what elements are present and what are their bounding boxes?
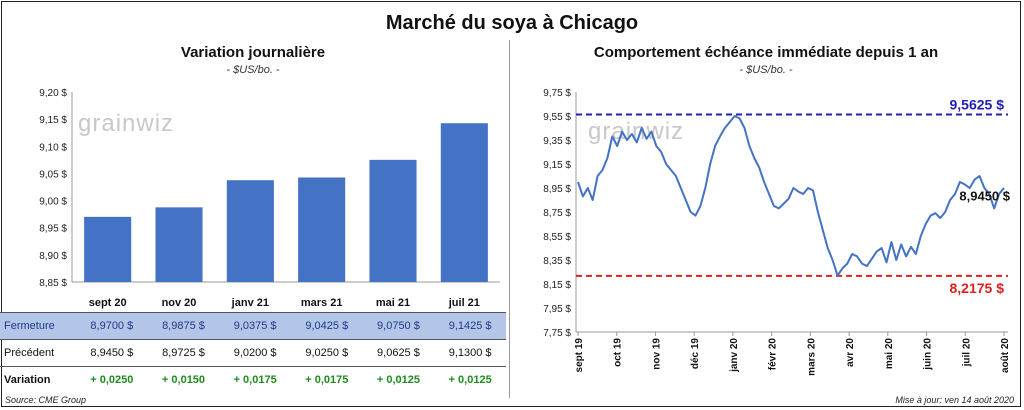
y-tick-label: 8,15 $ <box>543 280 571 291</box>
y-tick-label: 7,75 $ <box>543 328 571 339</box>
low-value-label: 8,2175 $ <box>950 280 1005 296</box>
bar <box>226 180 274 282</box>
y-tick-label: 9,35 $ <box>543 136 571 147</box>
y-tick-label: 9,10 $ <box>39 142 67 153</box>
last-value-label: 8,9450 $ <box>959 189 1010 204</box>
x-tick-label: nov 20 <box>162 297 197 309</box>
left-chart-title: Variation journalière <box>180 44 326 61</box>
table-cell: 9,0425 $ <box>290 312 363 340</box>
x-tick-label: juil 21 <box>448 297 480 309</box>
row-label: Variation <box>4 374 51 386</box>
row-label: Fermeture <box>0 312 76 340</box>
x-tick-label: sept 20 <box>89 297 127 309</box>
x-tick-label: mai 20 <box>884 338 895 370</box>
table-cell: 9,0750 $ <box>362 312 435 340</box>
table-row-variation: Variation + 0,0250 + 0,0150 + 0,0175 + 0… <box>0 367 506 394</box>
x-tick-label: mars 21 <box>301 297 343 309</box>
right-chart-units: - $US/bo. - <box>739 64 793 76</box>
table-cell: + 0,0125 <box>376 374 421 386</box>
left-chart-units: - $US/bo. - <box>226 64 280 76</box>
panel-divider <box>509 40 510 398</box>
table-cell: + 0,0250 <box>90 374 134 386</box>
line-chart: 7,75 $ 7,95 $ 8,15 $ 8,35 $ 8,55 $ 8,75 $ 8,95… <box>543 88 1011 376</box>
update-note: Mise à jour: ven 14 août 2020 <box>895 395 1014 405</box>
table-cell: 9,0375 $ <box>219 312 291 340</box>
y-tick-label: 8,95 $ <box>39 224 67 235</box>
bar <box>155 207 203 282</box>
table-cell: 9,1300 $ <box>434 339 506 367</box>
x-tick-label: août 20 <box>1000 338 1011 373</box>
bar-chart: 8,85 $ 8,90 $ 8,95 $ 9,00 $ 9,05 $ 9,10 $ 9,15… <box>39 88 500 309</box>
y-tick-label: 9,55 $ <box>543 112 571 123</box>
x-tick-label: mai 21 <box>376 297 410 309</box>
source-note: Source: CME Group <box>5 395 87 405</box>
x-tick-label: nov 19 <box>651 338 662 370</box>
y-tick-label: 9,75 $ <box>543 88 571 99</box>
table-cell: 9,0250 $ <box>290 339 363 367</box>
x-tick-label: juin 20 <box>923 338 934 371</box>
table-cell: 8,9875 $ <box>147 312 220 340</box>
y-tick-label: 9,05 $ <box>39 169 67 180</box>
high-value-label: 9,5625 $ <box>950 97 1005 113</box>
contracts-table: Fermeture 8,9700 $ 8,9875 $ 9,0375 $ 9,0… <box>0 312 506 393</box>
y-tick-label: 9,15 $ <box>39 115 67 126</box>
x-tick-label: juil 20 <box>961 338 972 368</box>
x-tick-label: mars 20 <box>806 338 817 376</box>
bar <box>440 123 488 282</box>
bar <box>298 177 346 282</box>
y-tick-label: 8,85 $ <box>39 278 67 289</box>
table-cell: 9,0200 $ <box>219 339 291 367</box>
row-label: Précédent <box>0 339 76 367</box>
table-cell: + 0,0150 <box>161 374 206 386</box>
y-tick-label: 8,75 $ <box>543 208 571 219</box>
y-tick-label: 9,15 $ <box>543 160 571 171</box>
table-cell: 9,0625 $ <box>362 339 435 367</box>
table-cell: 8,9700 $ <box>76 312 148 340</box>
y-tick-label: 8,95 $ <box>543 184 571 195</box>
table-row-close: Fermeture 8,9700 $ 8,9875 $ 9,0375 $ 9,0… <box>0 312 506 340</box>
table-cell: 9,1425 $ <box>434 312 506 340</box>
y-tick-label: 8,55 $ <box>543 232 571 243</box>
x-tick-label: janv 20 <box>729 338 740 373</box>
bar <box>369 159 417 282</box>
bar <box>84 216 132 282</box>
table-cell: 8,9725 $ <box>147 339 220 367</box>
y-tick-label: 8,35 $ <box>543 256 571 267</box>
price-series-line <box>577 115 1005 277</box>
x-tick-label: janv 21 <box>231 297 269 309</box>
page-title: Marché du soya à Chicago <box>385 12 639 34</box>
x-tick-label: févr 20 <box>768 338 779 371</box>
y-tick-label: 8,90 $ <box>39 251 67 262</box>
right-chart-title: Comportement échéance immédiate depuis 1… <box>593 44 939 61</box>
x-tick-label: oct 19 <box>613 338 624 367</box>
y-tick-label: 7,95 $ <box>543 304 571 315</box>
table-cell: 8,9450 $ <box>76 339 148 367</box>
y-tick-label: 9,20 $ <box>39 88 67 99</box>
left-watermark-logo: grainwiz <box>78 110 175 137</box>
x-tick-label: déc 19 <box>690 338 701 370</box>
table-cell: + 0,0175 <box>305 374 349 386</box>
table-row-previous: Précédent 8,9450 $ 8,9725 $ 9,0200 $ 9,0… <box>0 339 506 367</box>
x-tick-label: avr 20 <box>845 338 856 367</box>
y-tick-label: 9,00 $ <box>39 197 67 208</box>
x-tick-label: sept 19 <box>574 338 585 373</box>
table-cell: + 0,0175 <box>233 374 277 386</box>
table-cell: + 0,0125 <box>448 374 492 386</box>
